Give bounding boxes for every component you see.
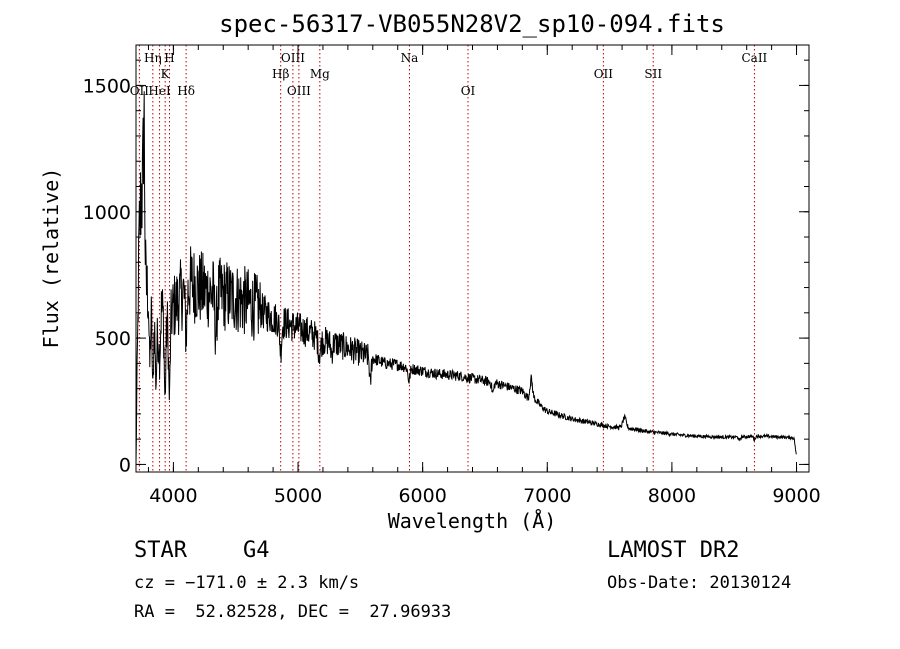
spectrum-line (135, 91, 797, 464)
y-tick-label: 1500 (83, 75, 131, 97)
object-subclass: G4 (243, 538, 270, 563)
line-marker-label: Hη (144, 51, 162, 65)
x-tick-label: 5000 (274, 485, 322, 507)
line-marker-label: OI (461, 84, 476, 98)
chart-title: spec-56317-VB055N28V2_sp10-094.fits (219, 10, 725, 38)
x-tick-label: 4000 (149, 485, 197, 507)
emission-line-markers: OII Hη HeI KH Hδ Hβ OIII OIII Mg Na OI OII SII CaII (130, 45, 768, 472)
x-tick-label: 6000 (398, 485, 446, 507)
redshift-value: cz = −171.0 ± 2.3 km/s (134, 573, 360, 593)
line-marker-label: CaII (741, 51, 767, 65)
plot-frame (135, 44, 810, 473)
line-marker-label: Na (401, 51, 419, 65)
spectrum-chart: spec-56317-VB055N28V2_sp10-094.fits OIIH… (39, 10, 821, 533)
line-marker-label: Hδ (177, 84, 195, 98)
x-tick-label: 7000 (523, 485, 571, 507)
coordinates: RA = 52.82528, DEC = 27.96933 (134, 602, 452, 622)
spectrum-series (135, 91, 797, 464)
line-marker-label: K (161, 67, 171, 81)
axis-tick-labels: 4000 5000 6000 7000 8000 9000 0 500 1000 1500 (83, 75, 821, 507)
y-tick-label: 1000 (83, 202, 131, 224)
y-tick-label: 0 (119, 454, 131, 476)
line-marker-label: OII (130, 84, 150, 98)
survey-name: LAMOST DR2 (607, 538, 740, 563)
line-marker-label: SII (644, 67, 662, 81)
x-axis-label: Wavelength (Å) (388, 509, 557, 533)
line-marker-label: Hβ (272, 67, 289, 81)
y-tick-label: 500 (95, 328, 131, 350)
object-class: STAR (134, 538, 187, 563)
axis-ticks (136, 45, 809, 472)
x-tick-label: 9000 (772, 485, 820, 507)
observation-date: Obs-Date: 20130124 (607, 573, 792, 593)
line-marker-label: OIII (287, 84, 311, 98)
line-marker-label: Mg (310, 67, 330, 81)
line-marker-label: OIII (281, 51, 305, 65)
x-tick-label: 8000 (648, 485, 696, 507)
line-marker-label: H (164, 51, 174, 65)
line-marker-label: HeI (148, 84, 171, 98)
y-axis-label: Flux (relative) (39, 168, 63, 349)
line-marker-label: OII (594, 67, 614, 81)
